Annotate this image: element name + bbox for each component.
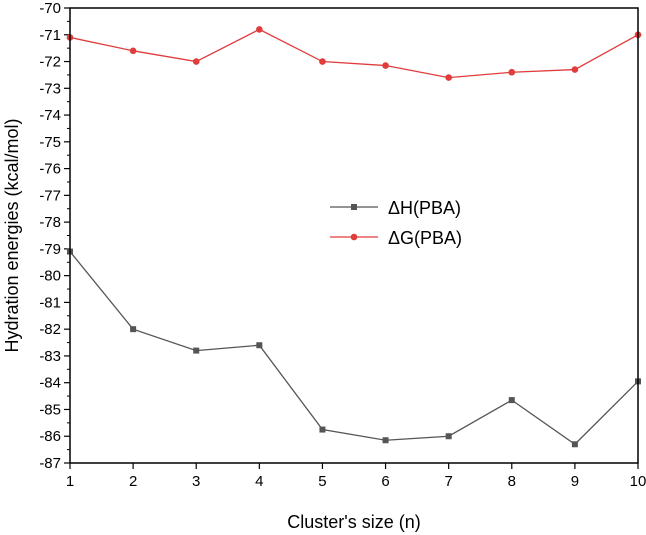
data-point [508,397,515,404]
data-point [571,66,579,73]
data-point [319,58,326,65]
data-point [382,437,389,444]
x-axis-ticks: 1 2 3 4 5 6 7 8 9 10 [66,463,646,490]
data-point [508,68,516,76]
y-tick-label: -76 [39,161,61,178]
y-tick-label: -79 [39,241,61,258]
legend-label: ΔG(PBA) [388,228,462,248]
x-tick-label: 8 [508,473,516,490]
x-tick-label: 7 [444,473,452,490]
y-tick-label: -81 [39,294,61,311]
x-tick-label: 9 [571,473,579,490]
series-line [69,28,639,79]
x-tick-label: 3 [192,473,200,490]
data-point [129,47,137,55]
data-point [445,74,452,81]
y-tick-label: -71 [39,27,61,44]
plot-frame [69,7,639,464]
data-point [319,426,326,433]
x-tick-label: 1 [66,473,74,490]
x-axis-title: Cluster's size (n) [287,512,420,532]
data-point [256,26,263,33]
series-dh [67,248,641,448]
x-tick-label: 10 [630,473,646,490]
data-point [571,441,578,448]
y-tick-label: -78 [39,214,61,231]
data-point [382,62,389,69]
y-tick-label: -74 [39,107,61,124]
y-axis-ticks: -70 -71 -72 -73 -74 -75 -76 -77 -78 -79 -80 -81 -82 -… [39,0,70,472]
y-tick-label: -75 [39,134,61,151]
y-tick-label: -85 [39,401,61,418]
x-tick-label: 5 [318,473,326,490]
y-tick-label: -86 [39,428,61,445]
y-tick-label: -73 [39,80,61,97]
x-tick-label: 4 [255,473,263,490]
y-axis-title: Hydration energies (kcal/mol) [2,118,22,352]
y-tick-label: -83 [39,348,61,365]
legend-item: ΔH(PBA) [330,198,461,218]
data-point [193,347,200,354]
legend: ΔH(PBA) ΔG(PBA) [330,198,462,248]
y-tick-label: -82 [39,321,61,338]
y-tick-label: -80 [39,268,61,285]
y-tick-label: -87 [39,455,61,472]
data-point [130,326,137,333]
data-point [445,433,452,440]
y-tick-label: -84 [39,375,61,392]
y-tick-label: -77 [39,187,61,204]
data-point [256,342,263,349]
data-point [192,58,200,65]
series-line [69,251,639,446]
y-tick-label: -70 [39,0,61,17]
series-dg [66,26,642,81]
y-tick-label: -72 [39,54,61,71]
x-tick-label: 6 [381,473,389,490]
legend-label: ΔH(PBA) [388,198,461,218]
x-tick-label: 2 [129,473,137,490]
legend-marker [351,204,357,210]
legend-item: ΔG(PBA) [330,228,462,248]
legend-marker [350,233,358,241]
